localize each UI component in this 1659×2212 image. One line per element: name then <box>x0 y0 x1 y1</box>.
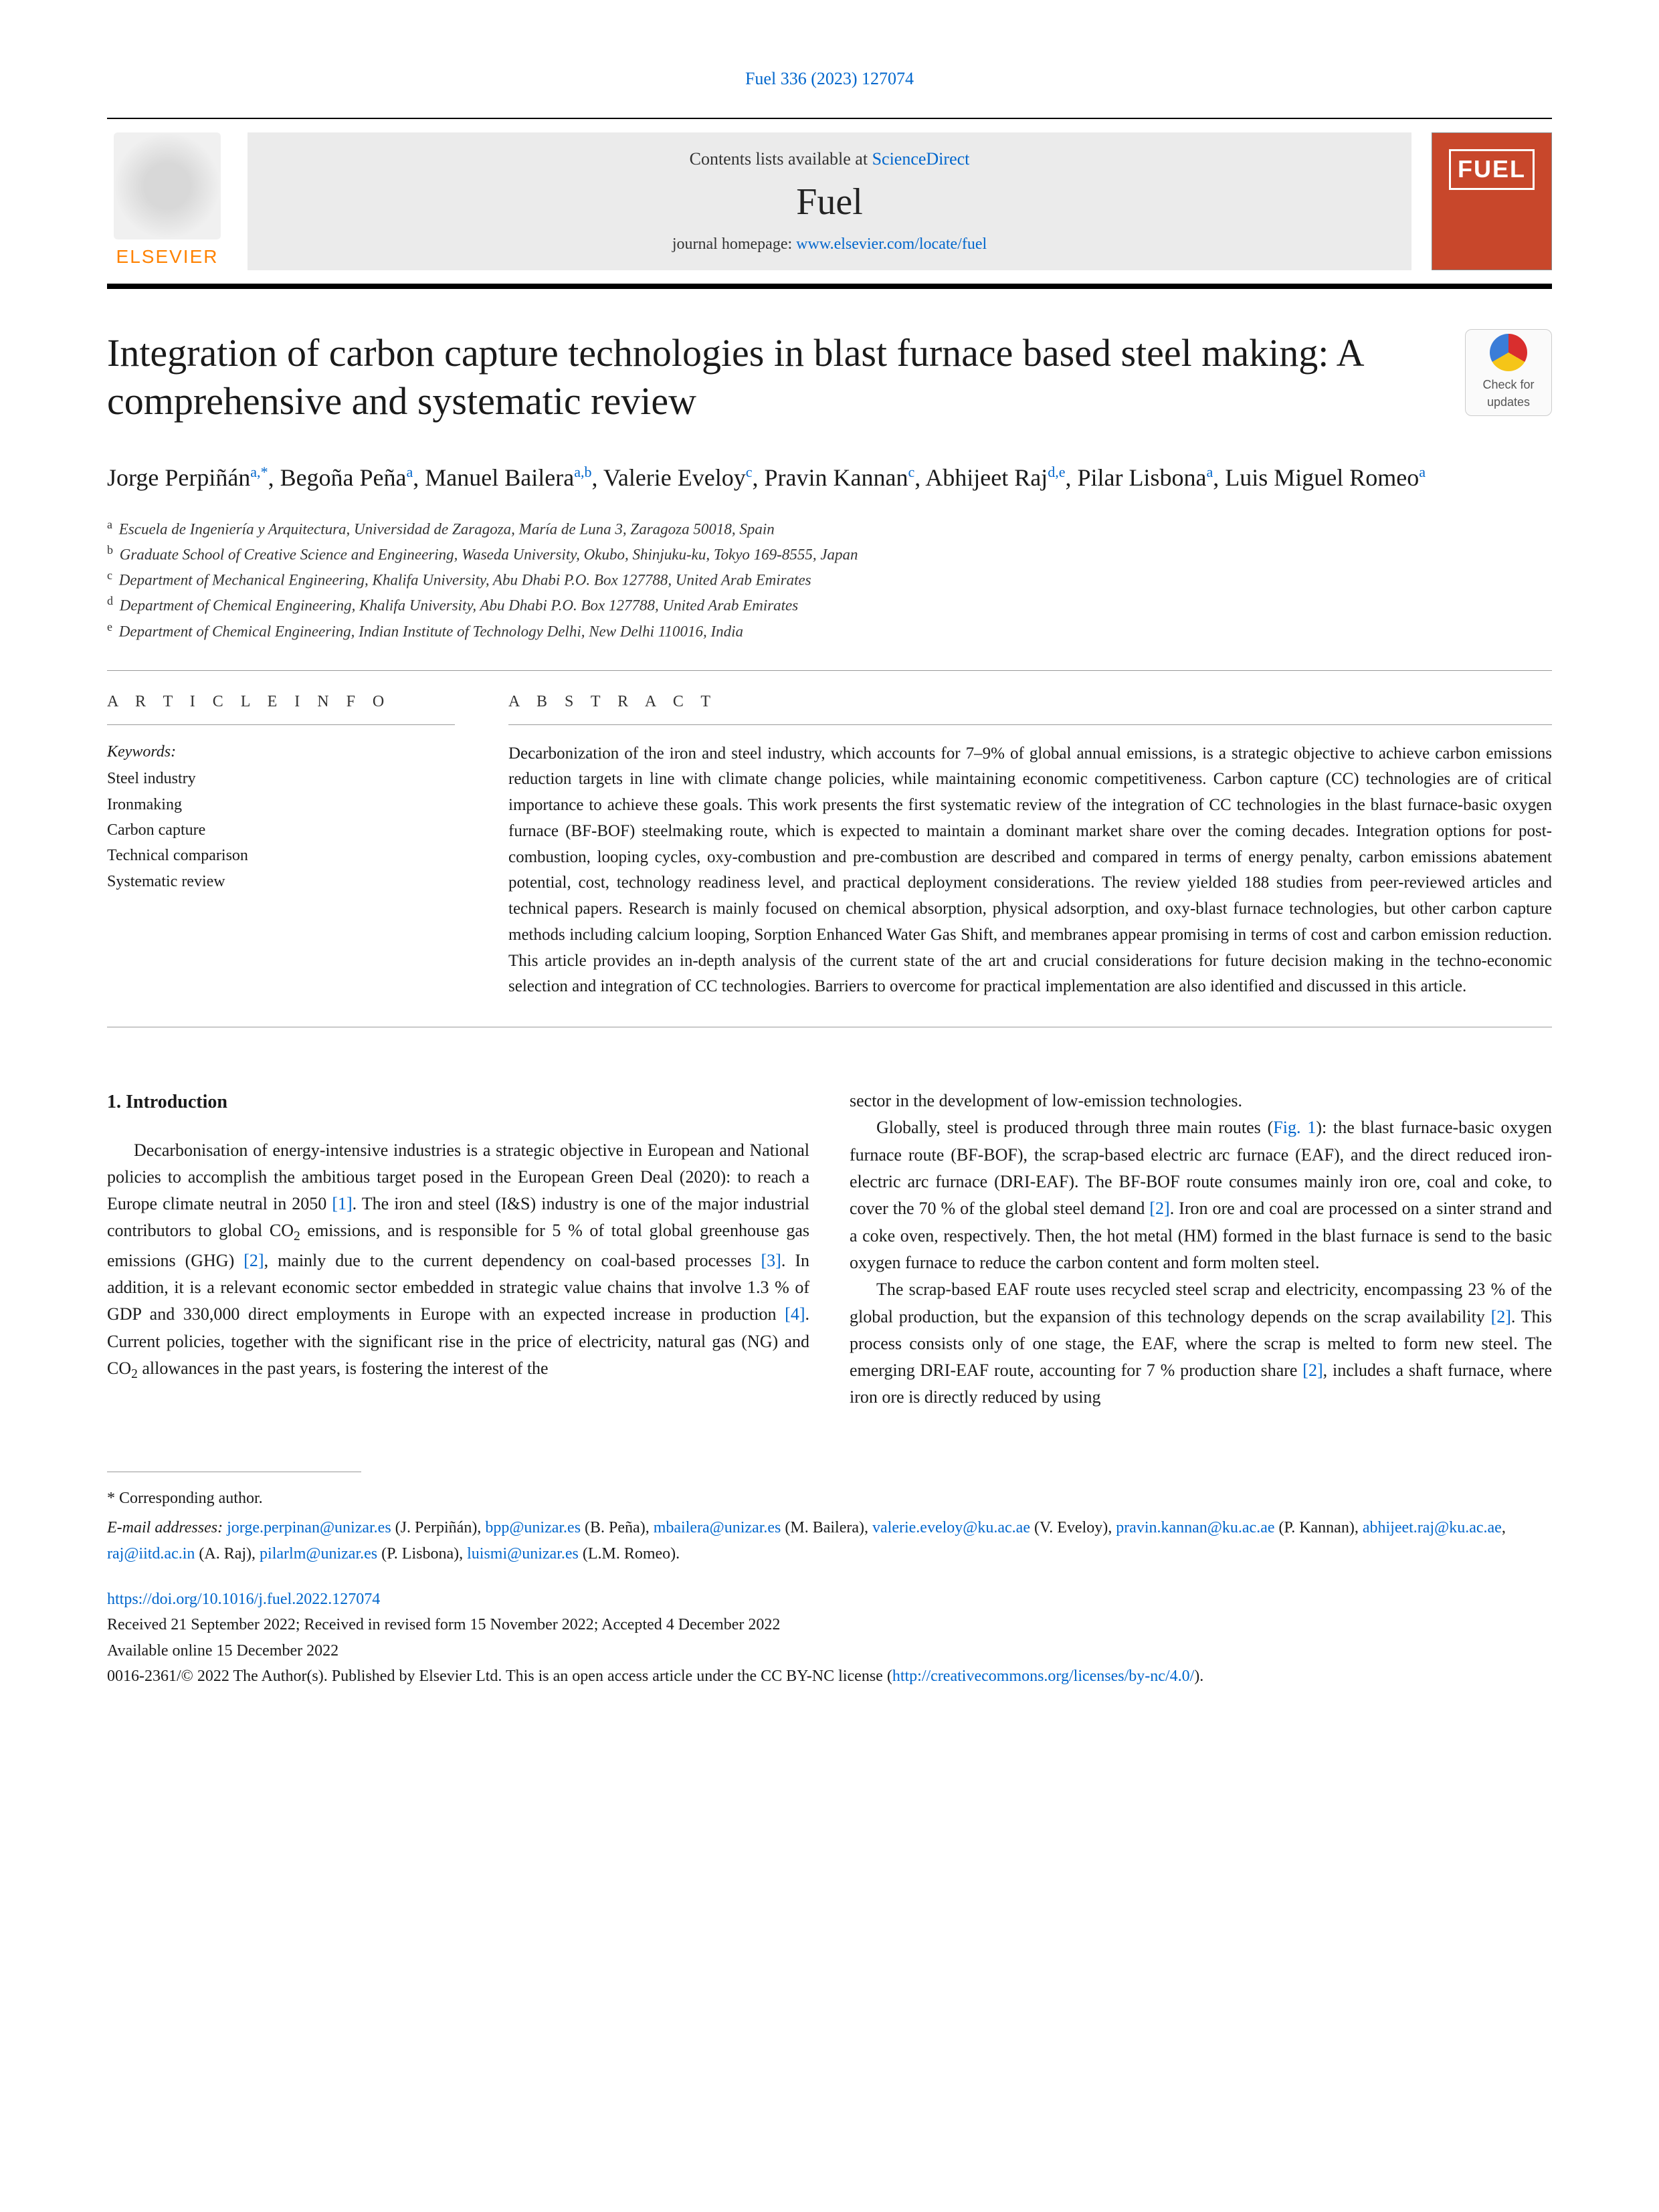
available-date: Available online 15 December 2022 <box>107 1642 338 1660</box>
email-link[interactable]: valerie.eveloy@ku.ac.ae <box>872 1519 1030 1536</box>
publisher-logo: ELSEVIER <box>107 132 227 270</box>
affiliation: b Graduate School of Creative Science an… <box>107 541 1552 567</box>
keyword: Ironmaking <box>107 792 455 817</box>
contents-prefix: Contents lists available at <box>690 149 872 169</box>
affiliation: d Department of Chemical Engineering, Kh… <box>107 592 1552 617</box>
ref-2-link[interactable]: [2] <box>243 1251 264 1270</box>
intro-paragraph-1: Decarbonisation of energy-intensive indu… <box>107 1137 809 1385</box>
abstract-text: Decarbonization of the iron and steel in… <box>508 741 1552 1001</box>
doi-block: https://doi.org/10.1016/j.fuel.2022.1270… <box>107 1587 1552 1690</box>
keyword: Systematic review <box>107 869 455 894</box>
body-column-right: sector in the development of low-emissio… <box>850 1088 1552 1411</box>
text: Globally, steel is produced through thre… <box>876 1118 1273 1137</box>
homepage-link[interactable]: www.elsevier.com/locate/fuel <box>796 235 987 253</box>
ref-2-link[interactable]: [2] <box>1149 1199 1169 1218</box>
journal-reference: Fuel 336 (2023) 127074 <box>107 67 1552 91</box>
journal-cover: FUEL <box>1432 132 1552 270</box>
section-rule <box>107 670 1552 671</box>
email-link[interactable]: mbailera@unizar.es <box>654 1519 781 1536</box>
info-rule <box>107 724 455 725</box>
homepage-prefix: journal homepage: <box>672 235 796 253</box>
journal-title: Fuel <box>796 176 863 228</box>
email-link[interactable]: pravin.kannan@ku.ac.ae <box>1116 1519 1274 1536</box>
authors-list: Jorge Perpiñána,*, Begoña Peñaa, Manuel … <box>107 460 1552 496</box>
footnote-block: * Corresponding author. E-mail addresses… <box>107 1486 1552 1567</box>
cover-title: FUEL <box>1449 149 1535 189</box>
affiliation: e Department of Chemical Engineering, In… <box>107 618 1552 643</box>
publisher-name: ELSEVIER <box>116 243 219 270</box>
article-info-label: A R T I C L E I N F O <box>107 691 455 714</box>
homepage-line: journal homepage: www.elsevier.com/locat… <box>672 233 987 256</box>
body-columns: 1. Introduction Decarbonisation of energ… <box>107 1088 1552 1411</box>
email-link[interactable]: jorge.perpinan@unizar.es <box>227 1519 391 1536</box>
author: Luis Miguel Romeoa <box>1225 464 1426 491</box>
author: Pravin Kannanc <box>765 464 915 491</box>
intro-continuation: sector in the development of low-emissio… <box>850 1088 1552 1114</box>
email-link[interactable]: raj@iitd.ac.in <box>107 1545 195 1563</box>
thick-rule <box>107 284 1552 289</box>
subscript: 2 <box>131 1367 138 1381</box>
author: Manuel Baileraa,b <box>425 464 591 491</box>
email-link[interactable]: pilarlm@unizar.es <box>260 1545 377 1563</box>
check-updates-line1: Check for <box>1482 377 1534 393</box>
keywords-label: Keywords: <box>107 741 455 764</box>
text: , mainly due to the current dependency o… <box>264 1251 761 1270</box>
article-title: Integration of carbon capture technologi… <box>107 329 1438 426</box>
check-updates-line2: updates <box>1487 394 1530 411</box>
email-addresses: E-mail addresses: jorge.perpinan@unizar.… <box>107 1515 1552 1567</box>
contents-line: Contents lists available at ScienceDirec… <box>690 147 970 171</box>
copyright-text: 0016-2361/© 2022 The Author(s). Publishe… <box>107 1668 892 1685</box>
check-updates-button[interactable]: Check for updates <box>1465 329 1552 416</box>
corresponding-author: * Corresponding author. <box>107 1486 1552 1511</box>
elsevier-tree-icon <box>114 132 221 239</box>
author: Begoña Peñaa <box>280 464 413 491</box>
ref-2-link[interactable]: [2] <box>1302 1361 1323 1380</box>
affiliation: c Department of Mechanical Engineering, … <box>107 567 1552 592</box>
abstract-rule <box>508 724 1552 725</box>
author: Jorge Perpiñána,* <box>107 464 268 491</box>
author: Abhijeet Rajd,e <box>925 464 1065 491</box>
keywords-list: Steel industryIronmakingCarbon captureTe… <box>107 766 455 894</box>
text: The scrap-based EAF route uses recycled … <box>850 1280 1552 1326</box>
abstract: A B S T R A C T Decarbonization of the i… <box>508 691 1552 1000</box>
email-link[interactable]: bpp@unizar.es <box>485 1519 581 1536</box>
crossmark-icon <box>1490 334 1527 371</box>
ref-1-link[interactable]: [1] <box>332 1194 352 1213</box>
email-link[interactable]: abhijeet.raj@ku.ac.ae <box>1363 1519 1502 1536</box>
author: Valerie Eveloyc <box>603 464 753 491</box>
text: allowances in the past years, is fosteri… <box>138 1359 549 1378</box>
introduction-heading: 1. Introduction <box>107 1088 809 1116</box>
intro-paragraph-3: The scrap-based EAF route uses recycled … <box>850 1276 1552 1411</box>
subscript: 2 <box>294 1230 300 1244</box>
keyword: Steel industry <box>107 766 455 791</box>
ref-3-link[interactable]: [3] <box>761 1251 781 1270</box>
copyright-suffix: ). <box>1194 1668 1203 1685</box>
author: Pilar Lisbonaa <box>1077 464 1213 491</box>
sciencedirect-link[interactable]: ScienceDirect <box>872 149 970 169</box>
email-link[interactable]: luismi@unizar.es <box>467 1545 579 1563</box>
ref-2-link[interactable]: [2] <box>1491 1307 1511 1326</box>
affiliations-list: a Escuela de Ingeniería y Arquitectura, … <box>107 516 1552 643</box>
abstract-label: A B S T R A C T <box>508 691 1552 714</box>
received-dates: Received 21 September 2022; Received in … <box>107 1616 780 1633</box>
ref-4-link[interactable]: [4] <box>785 1304 805 1324</box>
cc-license-link[interactable]: http://creativecommons.org/licenses/by-n… <box>892 1668 1194 1685</box>
keyword: Technical comparison <box>107 843 455 868</box>
article-info: A R T I C L E I N F O Keywords: Steel in… <box>107 691 455 1000</box>
keyword: Carbon capture <box>107 817 455 843</box>
top-rule <box>107 118 1552 119</box>
email-label: E-mail addresses: <box>107 1519 227 1536</box>
doi-link[interactable]: https://doi.org/10.1016/j.fuel.2022.1270… <box>107 1591 380 1608</box>
affiliation: a Escuela de Ingeniería y Arquitectura, … <box>107 516 1552 541</box>
masthead-center: Contents lists available at ScienceDirec… <box>248 132 1411 270</box>
intro-paragraph-2: Globally, steel is produced through thre… <box>850 1114 1552 1276</box>
body-column-left: 1. Introduction Decarbonisation of energ… <box>107 1088 809 1411</box>
fig-1-link[interactable]: Fig. 1 <box>1273 1118 1316 1137</box>
masthead: ELSEVIER Contents lists available at Sci… <box>107 132 1552 270</box>
